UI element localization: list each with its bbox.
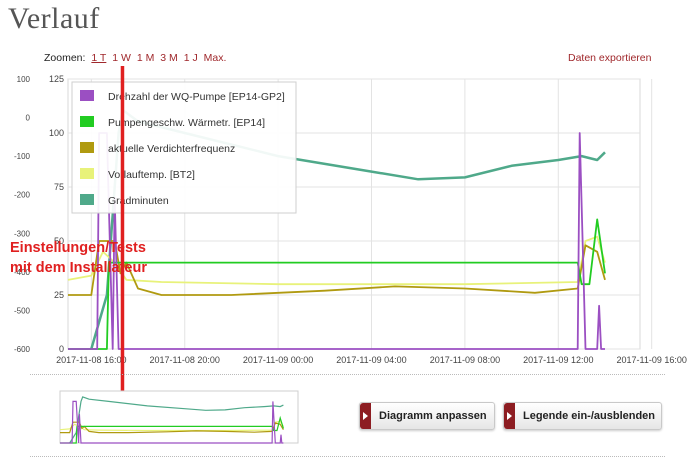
legend-item: Drehzahl der WQ-Pumpe [EP14-GP2] xyxy=(108,91,285,103)
divider xyxy=(30,374,665,375)
y-right-tick-label: -100 xyxy=(14,152,31,161)
legend-item: Gradminuten xyxy=(108,195,169,207)
play-arrow-icon xyxy=(504,403,515,429)
y-right-tick-label: -300 xyxy=(14,229,31,238)
x-tick-label: 2017-11-09 16:00 xyxy=(616,355,686,365)
navigator-frame xyxy=(59,390,299,444)
x-tick-label: 2017-11-09 12:00 xyxy=(523,355,593,365)
series-line-1 xyxy=(68,218,606,350)
navigator-preview[interactable] xyxy=(59,390,299,444)
legend-swatch xyxy=(80,168,94,179)
history-chart[interactable]: 0 25 50 75 100 125 -600 -500 -400 -300 -200 -100 0 10… xyxy=(0,66,695,460)
x-tick-label: 2017-11-08 20:00 xyxy=(150,355,220,365)
legend-swatch xyxy=(80,142,94,153)
zoom-1m-link[interactable]: 1 M xyxy=(136,52,155,64)
x-tick-label: 2017-11-09 08:00 xyxy=(430,355,500,365)
toggle-legend-button[interactable]: Legende ein-/ausblenden xyxy=(503,402,662,430)
navigator-series-1 xyxy=(60,415,284,444)
adjust-chart-button[interactable]: Diagramm anpassen xyxy=(359,402,495,430)
toggle-legend-label: Legende ein-/ausblenden xyxy=(523,410,656,422)
zoom-1j-link[interactable]: 1 J xyxy=(183,52,198,64)
divider xyxy=(30,456,665,457)
legend-swatch xyxy=(80,90,94,101)
y-left-tick-label: 0 xyxy=(59,344,64,354)
zoom-1w-link[interactable]: 1 W xyxy=(112,52,131,64)
y-left-tick-label: 50 xyxy=(54,236,64,246)
x-tick-label: 2017-11-08 16:00 xyxy=(56,355,126,365)
zoom-label: Zoomen: xyxy=(44,52,86,64)
chart-legend[interactable]: Drehzahl der WQ-Pumpe [EP14-GP2] Pumpenge… xyxy=(71,81,297,214)
navigator-series-0 xyxy=(60,400,284,444)
adjust-chart-label: Diagramm anpassen xyxy=(379,410,487,422)
y-left-tick-label: 75 xyxy=(54,182,64,192)
y-right-tick-label: -200 xyxy=(14,191,31,200)
y-right-tick-label: 0 xyxy=(26,114,31,123)
y-right-tick-label: -500 xyxy=(14,306,31,315)
series-line-3 xyxy=(67,235,606,286)
y-left-tick-label: 25 xyxy=(54,290,64,300)
export-data-link[interactable]: Daten exportieren xyxy=(568,52,652,64)
y-left-tick-label: 100 xyxy=(49,128,64,138)
annotation-line-1: Einstellungen/Tests xyxy=(10,240,146,256)
legend-item: Vorlauftemp. [BT2] xyxy=(108,169,195,181)
chart-axes: 0 25 50 75 100 125 -600 -500 -400 -300 -200 -100 0 10… xyxy=(14,74,687,365)
page-title: Verlauf xyxy=(8,2,100,35)
legend-swatch xyxy=(80,194,94,205)
legend-swatch xyxy=(80,116,94,127)
x-tick-label: 2017-11-09 00:00 xyxy=(243,355,313,365)
y-right-tick-label: -600 xyxy=(14,345,31,354)
zoom-max-link[interactable]: Max. xyxy=(203,52,227,64)
navigator-series-3 xyxy=(59,420,284,432)
x-tick-label: 2017-11-09 04:00 xyxy=(336,355,406,365)
legend-box xyxy=(71,81,297,214)
legend-item: Pumpengeschw. Wärmetr. [EP14] xyxy=(108,117,265,129)
legend-item: aktuelle Verdichterfrequenz xyxy=(108,143,235,155)
y-right-tick-label: -400 xyxy=(14,268,31,277)
play-arrow-icon xyxy=(360,403,371,429)
zoom-toolbar: Zoomen: 1 T 1 W 1 M 3 M 1 J Max. xyxy=(44,52,229,64)
zoom-3m-link[interactable]: 3 M xyxy=(160,52,178,64)
annotation-line-2: mit dem Installateur xyxy=(10,260,147,276)
y-right-tick-label: 100 xyxy=(17,75,31,84)
zoom-1t-link[interactable]: 1 T xyxy=(91,52,107,64)
y-left-tick-label: 125 xyxy=(49,74,64,84)
navigator-series-4 xyxy=(69,396,284,444)
